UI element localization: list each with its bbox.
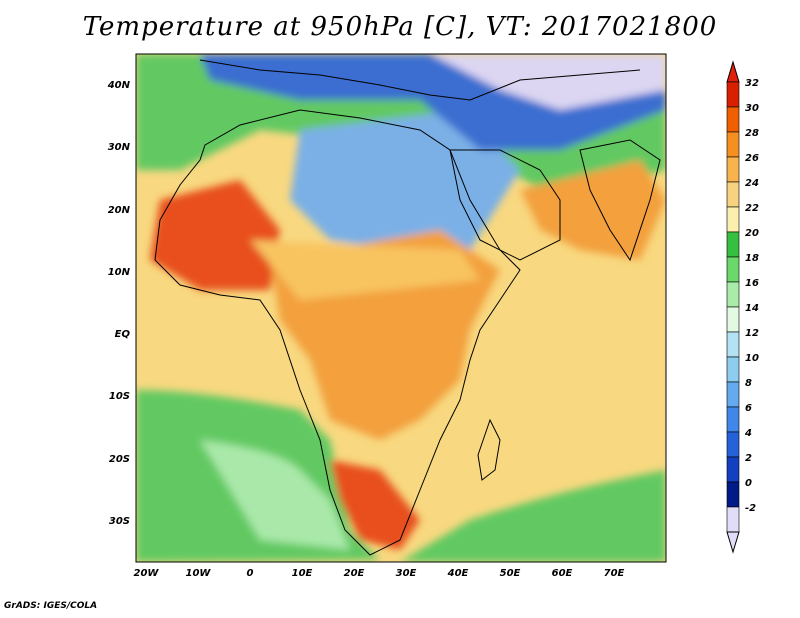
europe-coastline [199, 59, 641, 101]
lon-tick-label: 40E [447, 568, 469, 579]
colorbar-top-triangle [726, 60, 740, 83]
grads-credit: GrADS: IGES/COLA [4, 601, 98, 611]
lat-tick-label: 10N [108, 267, 131, 278]
colorbar-label: 8 [745, 378, 752, 389]
colorbar-swatch [726, 156, 740, 183]
colorbar-swatch [726, 306, 740, 333]
south-atlantic-pale-region [200, 440, 350, 550]
colorbar-label: 2 [745, 453, 752, 464]
colorbar-swatch [726, 106, 740, 133]
latitude-axis: 40N 30N 20N 10N EQ 10S 20S 30S [107, 80, 131, 527]
lon-tick-label: 0 [247, 568, 254, 579]
lat-tick-label: 40N [107, 80, 131, 91]
lon-tick-label: 70E [604, 568, 625, 579]
colorbar-swatch [726, 481, 740, 508]
colorbar-swatch [726, 456, 740, 483]
southern-ocean-cool-region [400, 470, 666, 562]
longitude-axis: 20W 10W 0 10E 20E 30E 40E 50E 60E 70E [134, 568, 625, 579]
colorbar-label: 6 [745, 403, 752, 414]
africa-coastline [154, 109, 521, 556]
colorbar-swatch [726, 431, 740, 458]
india-coastline [579, 139, 661, 262]
colorbar-swatch [726, 331, 740, 358]
lon-tick-label: 50E [500, 568, 521, 579]
sahara-cold-region [290, 110, 520, 250]
colorbar-swatch [726, 231, 740, 258]
lat-tick-label: EQ [115, 329, 131, 340]
colorbar-label: 30 [745, 103, 759, 114]
lat-tick-label: 20N [108, 205, 131, 216]
map-plot-area [136, 54, 666, 562]
madagascar-coastline [477, 418, 501, 481]
colorbar-swatch [726, 81, 740, 108]
lat-tick-label: 30N [108, 142, 131, 153]
sahel-mild-region [250, 240, 480, 300]
coastlines [154, 59, 661, 556]
colorbar-swatch [726, 281, 740, 308]
colorbar-swatch [726, 131, 740, 158]
lon-tick-label: 30E [396, 568, 417, 579]
colorbar-label: 24 [745, 178, 759, 189]
west-africa-hot-region [150, 180, 280, 290]
colorbar-label: 26 [745, 153, 759, 164]
lat-tick-label: 20S [109, 454, 130, 465]
colorbar-swatch [726, 181, 740, 208]
colorbar-swatch [726, 206, 740, 233]
colorbar-label: 14 [745, 303, 759, 314]
arabia-coastline [449, 149, 561, 261]
colorbar-label: 28 [745, 128, 759, 139]
colorbar-label: 12 [745, 328, 759, 339]
lon-tick-label: 20E [344, 568, 365, 579]
colorbar-label: 10 [745, 353, 759, 364]
map-title: Temperature at 950hPa [C], VT: 201702180… [82, 12, 718, 42]
lon-tick-label: 10W [186, 568, 212, 579]
colorbar-swatch [726, 506, 740, 533]
colorbar-label: 0 [745, 478, 752, 489]
colorbar-label: -2 [745, 503, 756, 514]
southern-africa-hot-region [330, 460, 420, 550]
colorbar-label: 32 [745, 78, 759, 89]
colorbar-label: 18 [745, 253, 759, 264]
colorbar-label: 22 [745, 203, 759, 214]
lon-tick-label: 20W [134, 568, 160, 579]
colorbar-label: 20 [745, 228, 759, 239]
colorbar-label: 4 [744, 428, 752, 439]
arabia-india-warm-region [520, 160, 666, 260]
lat-tick-label: 10S [109, 391, 130, 402]
colorbar-swatch [726, 356, 740, 383]
colorbar-swatch [726, 256, 740, 283]
central-asia-snow-region [430, 54, 666, 110]
lon-tick-label: 10E [292, 568, 313, 579]
colorbar-label: 16 [745, 278, 759, 289]
colorbar-swatch [726, 406, 740, 433]
colorbar-bottom-triangle [726, 531, 740, 554]
plot-frame [135, 53, 667, 563]
colorbar-swatch [726, 381, 740, 408]
lon-tick-label: 60E [552, 568, 573, 579]
lat-tick-label: 30S [109, 516, 130, 527]
